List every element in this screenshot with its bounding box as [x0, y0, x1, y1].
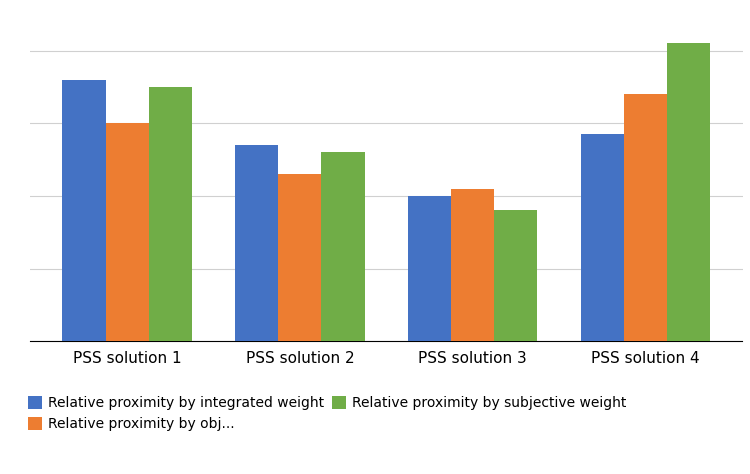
Bar [624, 94, 667, 341]
Bar [278, 174, 322, 341]
Bar [148, 87, 192, 341]
Legend: Relative proximity by integrated weight, Relative proximity by obj..., Relative : Relative proximity by integrated weight,… [22, 391, 632, 437]
Bar [667, 43, 710, 341]
Bar [451, 189, 494, 341]
Bar [235, 145, 278, 341]
Bar [580, 134, 624, 341]
Bar [106, 123, 148, 341]
Bar [408, 196, 451, 341]
Bar [494, 210, 538, 341]
Bar [322, 152, 364, 341]
Bar [62, 80, 106, 341]
